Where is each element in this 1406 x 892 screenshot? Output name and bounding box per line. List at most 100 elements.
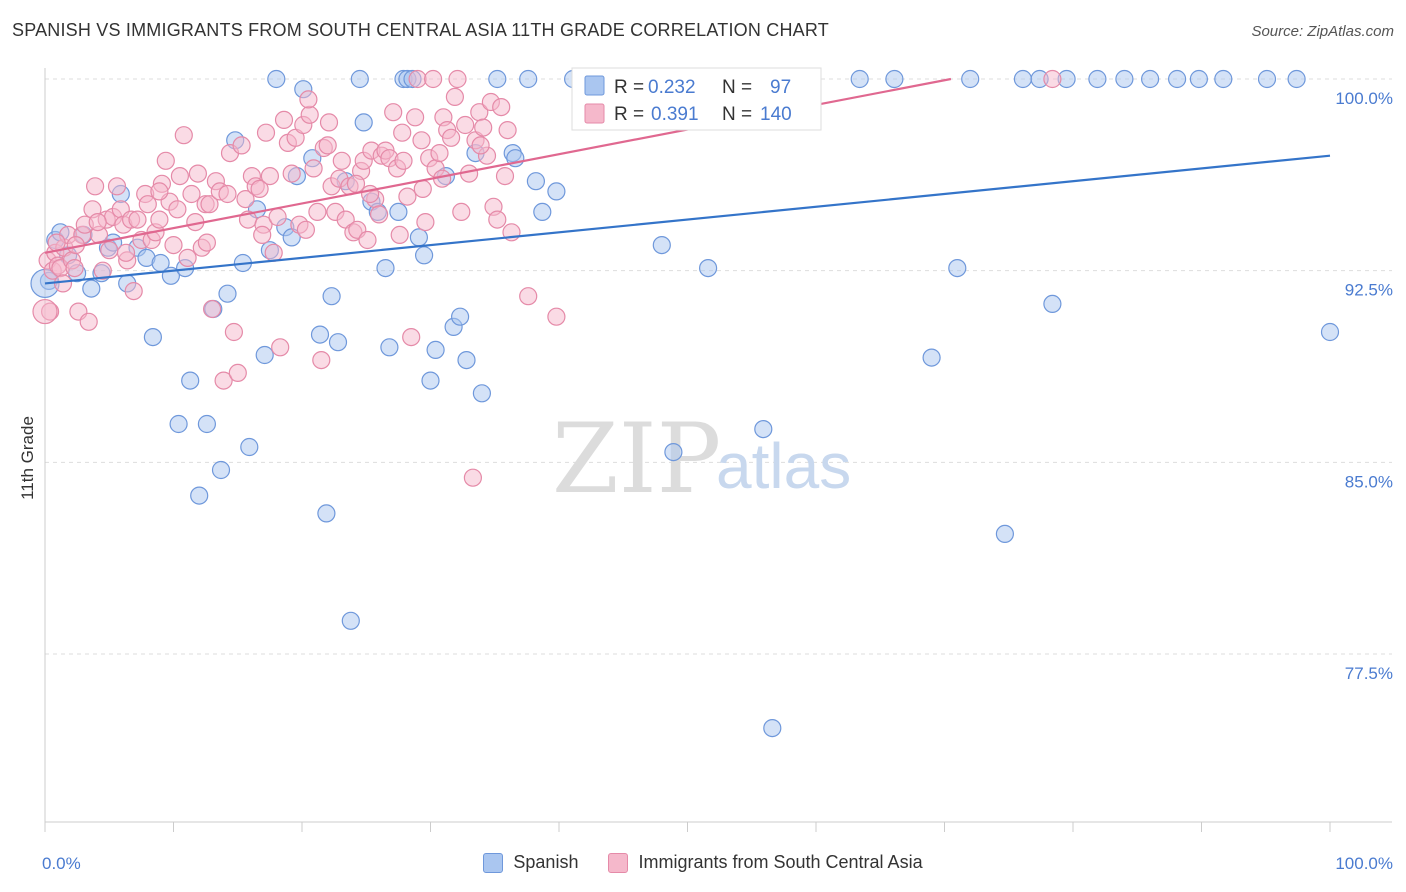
chart-title: SPANISH VS IMMIGRANTS FROM SOUTH CENTRAL… [12, 20, 829, 40]
spanish-point-84 [995, 524, 1015, 544]
legend-n-label-spanish: N = [722, 77, 752, 98]
immigrants-point-111 [430, 144, 449, 163]
grid-lines [45, 78, 1392, 655]
spanish-point-74 [664, 443, 683, 462]
bottom-legend-swatch-spanish [483, 852, 504, 873]
spanish-point-89 [1088, 69, 1107, 89]
immigrants-point-17 [93, 261, 112, 280]
immigrants-point-94 [370, 205, 389, 224]
spanish-point-99 [526, 172, 546, 191]
x-ticks [44, 822, 1331, 832]
immigrants-point-138 [361, 184, 380, 204]
immigrants-point-133 [547, 307, 566, 326]
spanish-point-79 [763, 718, 782, 738]
spanish-point-44 [354, 113, 373, 132]
y-tick-label-3: 100.0% [1335, 89, 1393, 108]
immigrants-point-128 [492, 97, 511, 117]
spanish-point-37 [310, 325, 330, 344]
spanish-point-24 [218, 284, 237, 303]
spanish-point-40 [328, 333, 348, 352]
immigrants-point-137 [319, 113, 339, 132]
bottom-legend-label-spanish: Spanish [513, 852, 579, 872]
spanish-point-67 [547, 182, 566, 201]
spanish-point-81 [922, 348, 941, 367]
spanish-trend-line [44, 154, 1331, 285]
spanish-point-98 [885, 69, 904, 89]
spanish-point-53 [409, 228, 428, 247]
spanish-point-39 [322, 287, 341, 306]
spanish-point-87 [1043, 294, 1062, 313]
spanish-point-60 [457, 351, 476, 370]
immigrants-point-41 [178, 248, 197, 267]
y-tick-label-1: 85.0% [1345, 472, 1393, 491]
immigrants-point-64 [260, 167, 279, 186]
legend-r-label-immigrants: R = [614, 104, 644, 125]
immigrants-point-84 [332, 151, 351, 170]
immigrants-point-47 [200, 195, 219, 214]
spanish-point-27 [240, 437, 259, 457]
immigrants-point-39 [170, 167, 189, 186]
immigrants-point-61 [250, 179, 269, 198]
immigrants-point-68 [274, 110, 294, 130]
spanish-point-94 [1214, 69, 1233, 89]
legend-n-label-immigrants: N = [722, 104, 752, 125]
immigrants-point-106 [412, 131, 431, 150]
y-tick-label-0: 77.5% [1345, 664, 1393, 683]
immigrants-point-27 [128, 210, 147, 229]
spanish-point-31 [267, 69, 286, 89]
spanish-point-43 [350, 69, 369, 89]
y-tick-labels: 77.5% 85.0% 92.5% 100.0% [1335, 89, 1393, 683]
spanish-point-55 [421, 371, 440, 390]
immigrants-point-51 [214, 371, 233, 390]
immigrants-point-139 [393, 123, 412, 142]
spanish-point-56 [426, 340, 445, 359]
immigrants-point-135 [1043, 69, 1062, 89]
immigrants-point-75 [300, 105, 319, 124]
immigrants-point-145 [116, 243, 136, 262]
immigrants-point-104 [406, 108, 425, 127]
immigrants-point-151 [346, 174, 366, 193]
watermark-zip: ZIP [552, 403, 721, 515]
y-axis-title: 11th Grade [18, 416, 37, 500]
legend-n-value-spanish: 97 [770, 77, 791, 98]
immigrants-point-115 [445, 87, 464, 107]
immigrants-point-105 [408, 69, 427, 89]
immigrants-point-48 [203, 299, 222, 319]
immigrants-point-78 [312, 351, 331, 370]
immigrants-point-120 [463, 468, 482, 487]
immigrants-point-77 [308, 202, 327, 221]
immigrants-point-56 [232, 136, 251, 155]
legend-r-label-spanish: R = [614, 77, 644, 98]
legend-box: R = 0.232 N = 97 R = 0.391 N = 140 [571, 67, 822, 131]
spanish-point-97 [1320, 322, 1340, 342]
immigrants-point-37 [164, 236, 183, 255]
spanish-point-59 [451, 307, 470, 326]
legend-n-value-immigrants: 140 [760, 104, 792, 125]
immigrants-point-80 [318, 136, 337, 155]
immigrants-point-98 [384, 103, 403, 122]
axes [44, 68, 1392, 823]
immigrants-point-143 [197, 233, 216, 252]
source-label: Source: ZipAtlas.com [1251, 23, 1394, 40]
immigrants-point-102 [398, 187, 417, 206]
immigrants-point-109 [424, 69, 443, 89]
bottom-legend-immigrants: Immigrants from South Central Asia [608, 852, 923, 873]
spanish-point-42 [341, 611, 360, 630]
bottom-legend: Spanish Immigrants from South Central As… [0, 852, 1406, 873]
immigrants-point-15 [85, 177, 105, 196]
immigrants-point-33 [150, 210, 169, 229]
spanish-point-82 [948, 259, 967, 278]
immigrants-point-38 [168, 200, 187, 219]
spanish-point-62 [472, 384, 491, 403]
spanish-point-76 [698, 259, 718, 278]
legend-swatch-immigrants [584, 103, 605, 124]
immigrants-point-74 [296, 220, 315, 239]
immigrants-point-91 [358, 230, 377, 250]
spanish-point-80 [850, 69, 869, 89]
spanish-point-92 [1167, 69, 1187, 89]
immigrants-point-19 [100, 241, 119, 260]
immigrants-point-148 [53, 274, 73, 293]
immigrants-point-9 [65, 259, 84, 278]
immigrants-point-127 [488, 210, 507, 229]
